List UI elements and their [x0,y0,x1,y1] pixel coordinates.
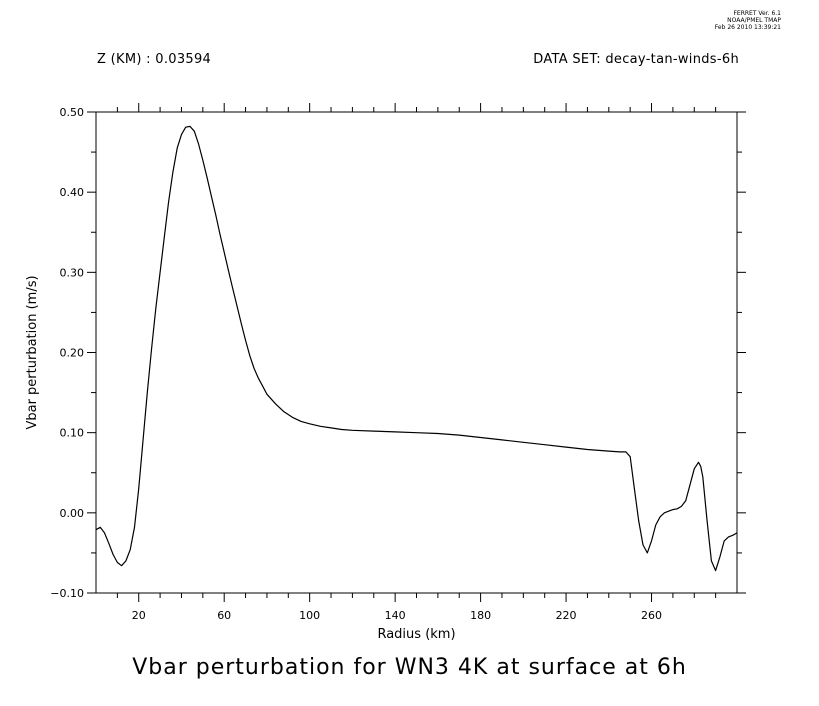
x-tick-label: 60 [217,609,231,622]
stamp-line-2: NOAA/PMEL TMAP [727,17,781,24]
y-axis-label: Vbar perturbation (m/s) [25,275,40,429]
series-line [95,125,738,572]
series-group [95,125,738,572]
y-tick-label: 0.10 [60,427,85,440]
y-tick-label: 0.50 [60,106,85,119]
x-tick-label: 100 [299,609,320,622]
stamp-line-1: FERRET Ver. 6.1 [733,10,781,17]
y-tick-label: −0.10 [50,587,84,600]
stamp-line-3: Feb 26 2010 13:39:21 [714,24,781,31]
x-tick-label: 220 [556,609,577,622]
y-tick-label: 0.30 [60,266,85,279]
chart-title: Vbar perturbation for WN3 4K at surface … [132,655,687,680]
x-tick-label: 20 [132,609,146,622]
tick-labels: 20 60 100 140 180 220 260 −0.10 0.00 0.10 0.20 0.30… [50,106,662,622]
y-tick-label: 0.20 [60,347,85,360]
plot-frame [95,111,738,594]
z-level-label: Z (KM) : 0.03594 [97,52,212,67]
x-tick-label: 180 [470,609,491,622]
x-tick-label: 260 [641,609,662,622]
axis-ticks [87,103,746,602]
plot-frame-rect [95,111,738,594]
dataset-label: DATA SET: decay-tan-winds-6h [533,52,739,67]
y-tick-label: 0.40 [60,186,85,199]
x-axis-label: Radius (km) [377,627,455,642]
ferret-version-stamp: FERRET Ver. 6.1 NOAA/PMEL TMAP Feb 26 20… [715,10,781,31]
y-tick-label: 0.00 [60,507,85,520]
x-tick-label: 140 [385,609,406,622]
